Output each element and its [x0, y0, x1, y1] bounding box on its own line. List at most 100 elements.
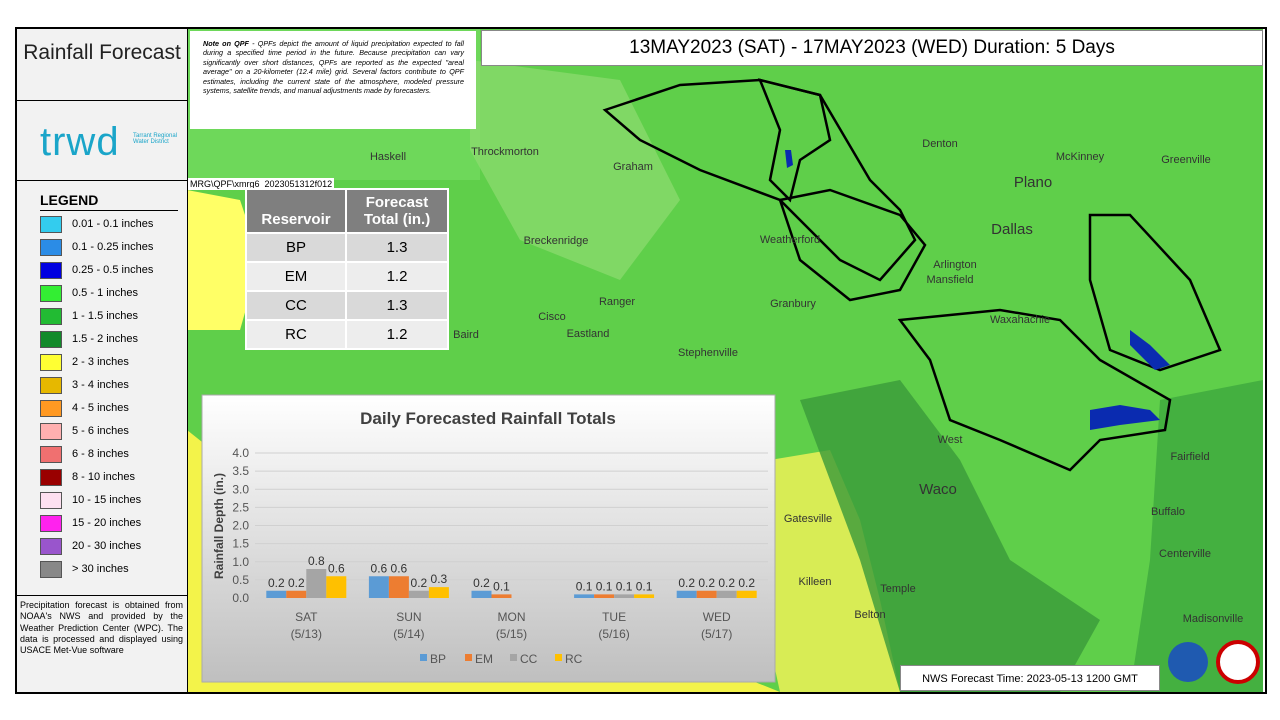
legend-item: > 30 inches: [40, 559, 129, 579]
place-label: Centerville: [1159, 548, 1211, 560]
legend-swatch: [40, 445, 62, 463]
bar: [634, 594, 655, 598]
noaa-logo: [1168, 642, 1208, 682]
table-cell: 1.3: [345, 290, 449, 321]
bar: [574, 594, 595, 598]
legend-label: 4 - 5 inches: [72, 402, 129, 414]
place-label: Greenville: [1161, 154, 1211, 166]
data-label: 0.6: [328, 561, 345, 575]
legend-swatch: [40, 330, 62, 348]
bar: [286, 590, 307, 598]
header-title: 13MAY2023 (SAT) - 17MAY2023 (WED) Durati…: [481, 30, 1263, 66]
place-label: Throckmorton: [471, 146, 539, 158]
legend-item: 20 - 30 inches: [40, 536, 141, 556]
bar: [306, 569, 327, 598]
bar: [716, 590, 737, 598]
place-label: Haskell: [370, 151, 406, 163]
place-label: Madisonville: [1183, 613, 1244, 625]
file-path: MRG\QPF\xmrg6_2023051312f012: [188, 178, 335, 190]
legend-item: 0.25 - 0.5 inches: [40, 260, 153, 280]
place-label: Baird: [453, 329, 479, 341]
legend-swatch: [40, 307, 62, 325]
table-row: RC 1.2: [245, 319, 449, 350]
legend-swatch: [555, 654, 562, 661]
area: [187, 190, 260, 330]
note-lead: Note on QPF: [203, 39, 249, 48]
data-label: 0.1: [493, 579, 510, 593]
legend-item: 1.5 - 2 inches: [40, 329, 138, 349]
data-label: 0.6: [371, 561, 388, 575]
data-label: 0.1: [596, 579, 613, 593]
legend-label: 6 - 8 inches: [72, 448, 129, 460]
bar: [266, 590, 287, 598]
legend-item: 0.5 - 1 inches: [40, 283, 138, 303]
legend-label: > 30 inches: [72, 563, 129, 575]
logo-text: Tarrant Regional Water District: [133, 133, 178, 145]
y-tick-label: 1.5: [232, 537, 249, 551]
bar: [594, 594, 615, 598]
lake: [1130, 330, 1170, 370]
legend-label: 3 - 4 inches: [72, 379, 129, 391]
bar: [614, 594, 635, 598]
legend-item: 3 - 4 inches: [40, 375, 129, 395]
legend-label: 0.5 - 1 inches: [72, 287, 139, 299]
reservoir-table: Reservoir Forecast Total (in.) BP 1.3 EM 1.2 C…: [245, 188, 449, 350]
divider: [40, 210, 178, 211]
legend-swatch: [40, 491, 62, 509]
place-label: McKinney: [1056, 151, 1105, 163]
table-cell: 1.2: [345, 261, 449, 292]
x-tick-label: WED (5/17): [701, 610, 733, 641]
place-label: Fairfield: [1170, 451, 1209, 463]
table-row: EM 1.2: [245, 261, 449, 292]
area: [470, 60, 680, 280]
area: [800, 380, 1100, 692]
legend-item: 4 - 5 inches: [40, 398, 129, 418]
y-tick-label: 3.0: [232, 482, 249, 496]
legend-label: 1 - 1.5 inches: [72, 310, 139, 322]
data-label: 0.2: [411, 576, 428, 590]
table-row: BP 1.3: [245, 232, 449, 263]
legend-swatch: [40, 376, 62, 394]
x-tick-label: SAT (5/13): [290, 610, 322, 641]
watershed-outline: [778, 188, 927, 302]
area: [760, 450, 900, 692]
divider: [17, 595, 187, 596]
x-tick-label: SUN (5/14): [393, 610, 425, 641]
nws-logo: [1216, 640, 1260, 684]
logo: trwd: [40, 120, 120, 164]
legend-label: 0.01 - 0.1 inches: [72, 218, 154, 230]
bar: [491, 594, 512, 598]
legend-label: 0.1 - 0.25 inches: [72, 241, 154, 253]
bar: [408, 590, 429, 598]
legend-item: 1 - 1.5 inches: [40, 306, 138, 326]
footnote: Precipitation forecast is obtained from …: [20, 600, 183, 656]
table-cell: 1.2: [345, 319, 449, 350]
note-text: - QPFs depict the amount of liquid preci…: [203, 39, 464, 96]
divider: [17, 100, 187, 101]
table-cell: BP: [245, 232, 347, 263]
y-tick-label: 2.5: [232, 500, 249, 514]
place-label: Ranger: [599, 296, 635, 308]
place-label: West: [938, 434, 963, 446]
table-cell: 1.3: [345, 232, 449, 263]
data-label: 0.1: [576, 579, 593, 593]
legend-label: 20 - 30 inches: [72, 540, 142, 552]
table-header: Forecast Total (in.): [345, 188, 449, 234]
legend-item: 10 - 15 inches: [40, 490, 141, 510]
place-label: Gatesville: [784, 513, 832, 525]
place-label: Dallas: [991, 221, 1033, 238]
bar: [428, 587, 449, 598]
legend-label: RC: [565, 652, 583, 666]
legend-item: 0.1 - 0.25 inches: [40, 237, 153, 257]
legend-item: 15 - 20 inches: [40, 513, 141, 533]
legend-swatch: [40, 261, 62, 279]
data-label: 0.2: [288, 576, 305, 590]
place-label: Denton: [922, 138, 957, 150]
legend-label: CC: [520, 652, 538, 666]
data-label: 0.2: [268, 576, 285, 590]
note: Note on QPF - QPFs depict the amount of …: [190, 31, 476, 129]
divider: [17, 180, 187, 181]
legend-item: 6 - 8 inches: [40, 444, 129, 464]
y-tick-label: 0.5: [232, 573, 249, 587]
